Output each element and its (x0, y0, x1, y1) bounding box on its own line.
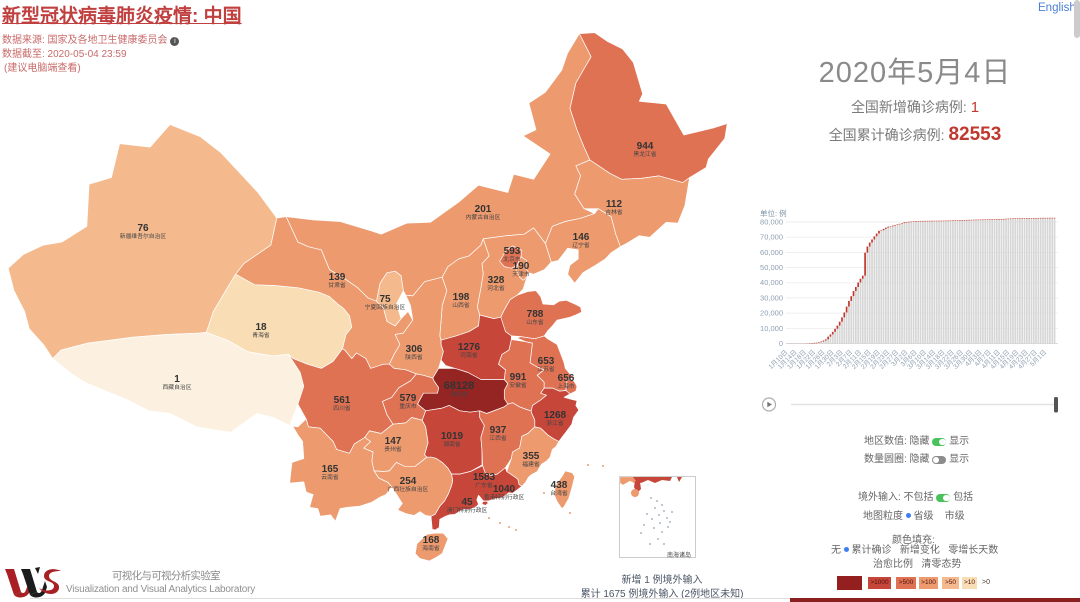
svg-text:福建省: 福建省 (522, 460, 540, 468)
svg-text:陕西省: 陕西省 (405, 353, 423, 361)
svg-text:40,000: 40,000 (760, 278, 783, 287)
svg-text:10,000: 10,000 (760, 324, 783, 333)
svg-text:112: 112 (606, 199, 623, 210)
svg-text:四川省: 四川省 (333, 404, 351, 412)
svg-text:甘肃省: 甘肃省 (328, 281, 346, 289)
svg-text:湖北省: 湖北省 (450, 390, 468, 398)
svg-text:台湾省: 台湾省 (550, 489, 568, 497)
svg-text:青海省: 青海省 (252, 331, 270, 339)
svg-text:澳门特别行政区: 澳门特别行政区 (447, 506, 488, 514)
svg-text:168: 168 (423, 535, 440, 546)
svg-text:60,000: 60,000 (760, 248, 783, 257)
svg-text:上海市: 上海市 (557, 382, 575, 390)
svg-text:内蒙古自治区: 内蒙古自治区 (466, 213, 501, 221)
svg-text:吉林省: 吉林省 (605, 208, 623, 216)
svg-text:20,000: 20,000 (760, 309, 783, 318)
svg-text:江西省: 江西省 (489, 434, 507, 442)
svg-text:306: 306 (406, 344, 423, 355)
svg-text:70,000: 70,000 (760, 233, 783, 242)
svg-text:788: 788 (527, 309, 544, 320)
svg-text:安徽省: 安徽省 (509, 381, 527, 389)
svg-text:广西壮族自治区: 广西壮族自治区 (388, 485, 429, 493)
svg-text:山东省: 山东省 (526, 318, 544, 326)
svg-text:香港特别行政区: 香港特别行政区 (484, 493, 525, 501)
svg-text:1583: 1583 (473, 472, 496, 483)
svg-text:561: 561 (334, 395, 351, 406)
svg-text:0: 0 (779, 339, 783, 348)
svg-text:139: 139 (329, 272, 346, 283)
svg-text:254: 254 (400, 476, 417, 487)
svg-text:1: 1 (174, 374, 180, 385)
svg-text:河南省: 河南省 (460, 351, 478, 359)
svg-text:944: 944 (637, 141, 654, 152)
svg-text:西藏自治区: 西藏自治区 (163, 383, 192, 391)
svg-text:328: 328 (488, 275, 505, 286)
svg-text:146: 146 (573, 232, 590, 243)
svg-text:593: 593 (504, 246, 521, 257)
svg-text:198: 198 (453, 292, 470, 303)
svg-text:438: 438 (551, 480, 568, 491)
svg-text:68128: 68128 (444, 380, 475, 392)
svg-text:贵州省: 贵州省 (384, 445, 402, 453)
svg-text:1276: 1276 (458, 342, 481, 353)
svg-text:湖南省: 湖南省 (443, 440, 461, 448)
svg-text:201: 201 (475, 204, 492, 215)
svg-text:山西省: 山西省 (452, 301, 470, 309)
svg-text:云南省: 云南省 (321, 473, 339, 481)
svg-text:海南省: 海南省 (422, 544, 440, 552)
svg-text:广东省: 广东省 (475, 481, 493, 489)
svg-text:355: 355 (523, 451, 540, 462)
svg-text:1019: 1019 (441, 431, 464, 442)
svg-text:991: 991 (510, 372, 527, 383)
svg-text:浙江省: 浙江省 (546, 419, 564, 427)
svg-text:50,000: 50,000 (760, 263, 783, 272)
svg-text:天津市: 天津市 (512, 270, 530, 278)
svg-text:75: 75 (379, 294, 391, 305)
svg-text:190: 190 (513, 261, 530, 272)
svg-text:579: 579 (400, 393, 417, 404)
svg-text:河北省: 河北省 (487, 284, 505, 292)
svg-text:新疆维吾尔自治区: 新疆维吾尔自治区 (120, 232, 167, 240)
svg-text:80,000: 80,000 (760, 218, 783, 227)
svg-text:937: 937 (490, 425, 507, 436)
svg-text:北京市: 北京市 (503, 255, 521, 263)
svg-text:南海诸岛: 南海诸岛 (667, 551, 691, 559)
svg-text:辽宁省: 辽宁省 (572, 241, 590, 249)
svg-text:黑龙江省: 黑龙江省 (633, 150, 656, 158)
svg-text:76: 76 (137, 223, 149, 234)
svg-text:宁夏回族自治区: 宁夏回族自治区 (365, 303, 406, 311)
svg-text:656: 656 (558, 373, 575, 384)
svg-text:重庆市: 重庆市 (399, 402, 417, 410)
svg-text:1268: 1268 (544, 410, 567, 421)
svg-text:165: 165 (322, 464, 339, 475)
svg-text:147: 147 (385, 436, 402, 447)
svg-text:18: 18 (255, 322, 267, 333)
svg-text:45: 45 (461, 497, 473, 508)
svg-text:1040: 1040 (493, 484, 516, 495)
svg-text:653: 653 (538, 356, 555, 367)
svg-text:江苏省: 江苏省 (537, 365, 555, 373)
svg-text:30,000: 30,000 (760, 293, 783, 302)
